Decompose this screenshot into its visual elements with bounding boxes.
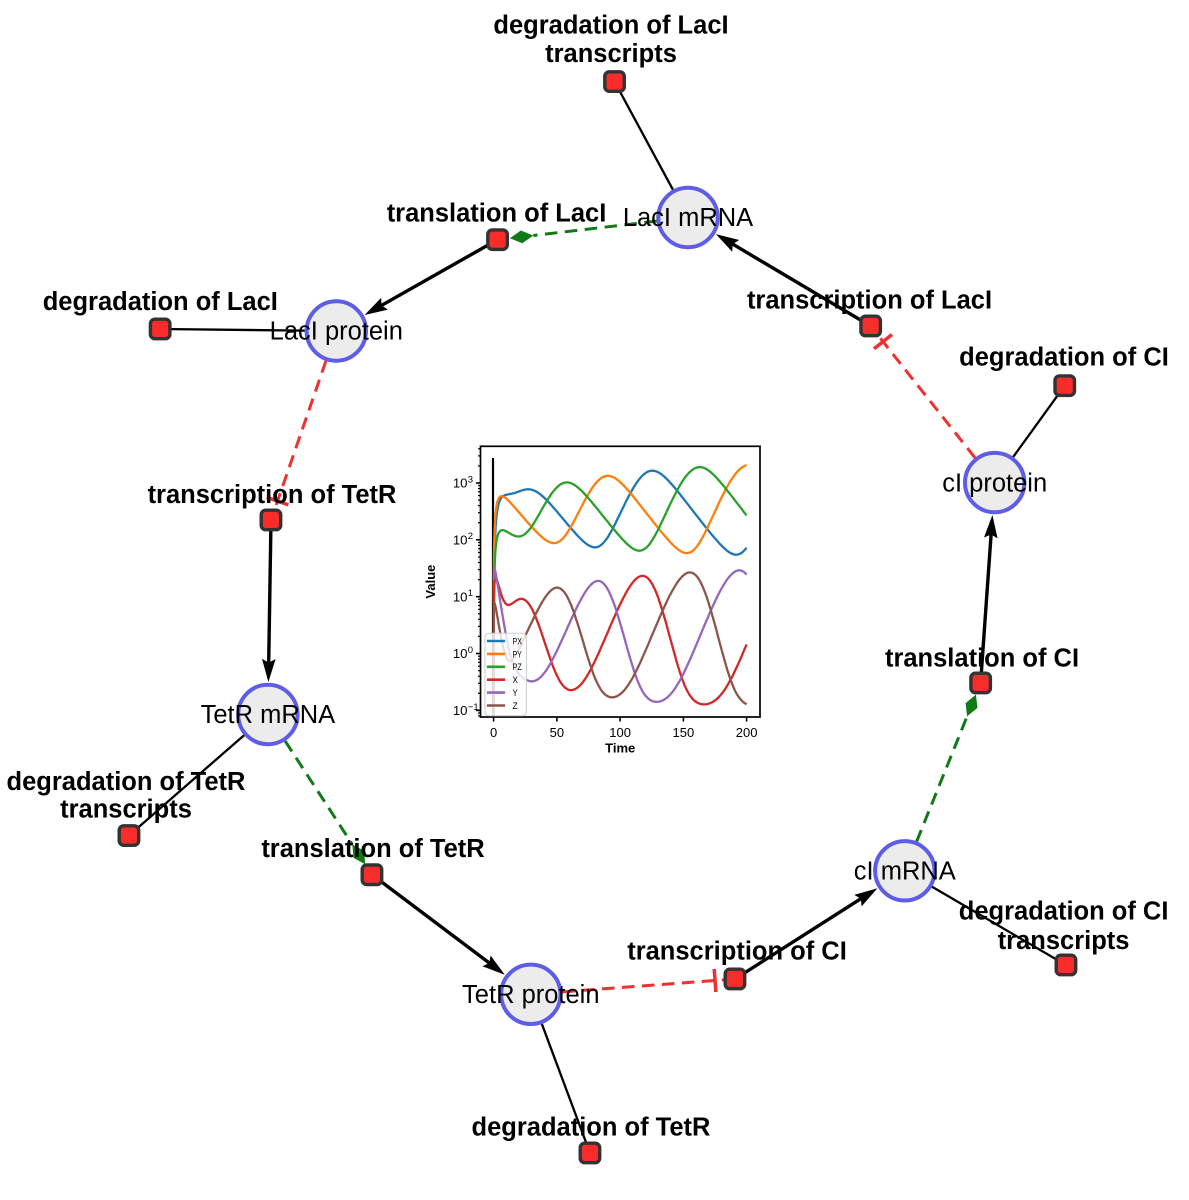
- svg-text:degradation of LacI: degradation of LacI: [43, 288, 278, 316]
- svg-text:LacI mRNA: LacI mRNA: [623, 204, 753, 232]
- svg-text:PZ: PZ: [513, 662, 522, 673]
- svg-text:cI protein: cI protein: [942, 469, 1047, 497]
- svg-text:0: 0: [490, 725, 497, 740]
- svg-text:translation of CI: translation of CI: [885, 644, 1079, 672]
- svg-text:0: 0: [468, 645, 473, 656]
- svg-text:10: 10: [453, 533, 468, 548]
- svg-text:−1: −1: [468, 702, 479, 713]
- svg-text:10: 10: [453, 589, 468, 604]
- svg-text:TetR protein: TetR protein: [462, 981, 600, 1009]
- svg-text:transcripts: transcripts: [60, 796, 192, 824]
- svg-text:3: 3: [468, 474, 473, 485]
- svg-text:2: 2: [468, 531, 473, 542]
- svg-text:translation of TetR: translation of TetR: [261, 835, 484, 863]
- svg-text:cI mRNA: cI mRNA: [854, 858, 956, 886]
- svg-text:10: 10: [453, 646, 468, 661]
- svg-text:1: 1: [468, 588, 473, 599]
- svg-text:transcripts: transcripts: [545, 40, 677, 68]
- svg-text:degradation of LacI: degradation of LacI: [493, 12, 728, 40]
- svg-text:PY: PY: [513, 649, 523, 660]
- svg-text:degradation of CI: degradation of CI: [959, 344, 1169, 372]
- svg-text:50: 50: [550, 725, 564, 740]
- svg-text:X: X: [513, 675, 519, 686]
- svg-text:100: 100: [609, 725, 631, 740]
- svg-text:10: 10: [453, 476, 468, 491]
- svg-text:degradation of TetR: degradation of TetR: [472, 1114, 711, 1142]
- svg-text:Time: Time: [605, 741, 635, 756]
- svg-text:10: 10: [453, 703, 468, 718]
- svg-text:200: 200: [736, 725, 758, 740]
- svg-text:PX: PX: [513, 636, 523, 647]
- svg-text:Y: Y: [513, 688, 519, 699]
- svg-text:LacI protein: LacI protein: [270, 318, 403, 346]
- svg-text:transcription of TetR: transcription of TetR: [148, 481, 397, 509]
- svg-text:transcripts: transcripts: [998, 927, 1130, 955]
- svg-text:degradation of CI: degradation of CI: [959, 897, 1169, 925]
- svg-text:transcription of CI: transcription of CI: [627, 938, 847, 966]
- svg-text:TetR mRNA: TetR mRNA: [201, 701, 336, 729]
- svg-text:Z: Z: [513, 701, 518, 712]
- svg-text:transcription of LacI: transcription of LacI: [747, 286, 992, 314]
- svg-text:translation of LacI: translation of LacI: [387, 200, 607, 228]
- svg-text:Value: Value: [423, 565, 438, 599]
- svg-text:150: 150: [673, 725, 695, 740]
- svg-text:degradation of TetR: degradation of TetR: [7, 768, 246, 796]
